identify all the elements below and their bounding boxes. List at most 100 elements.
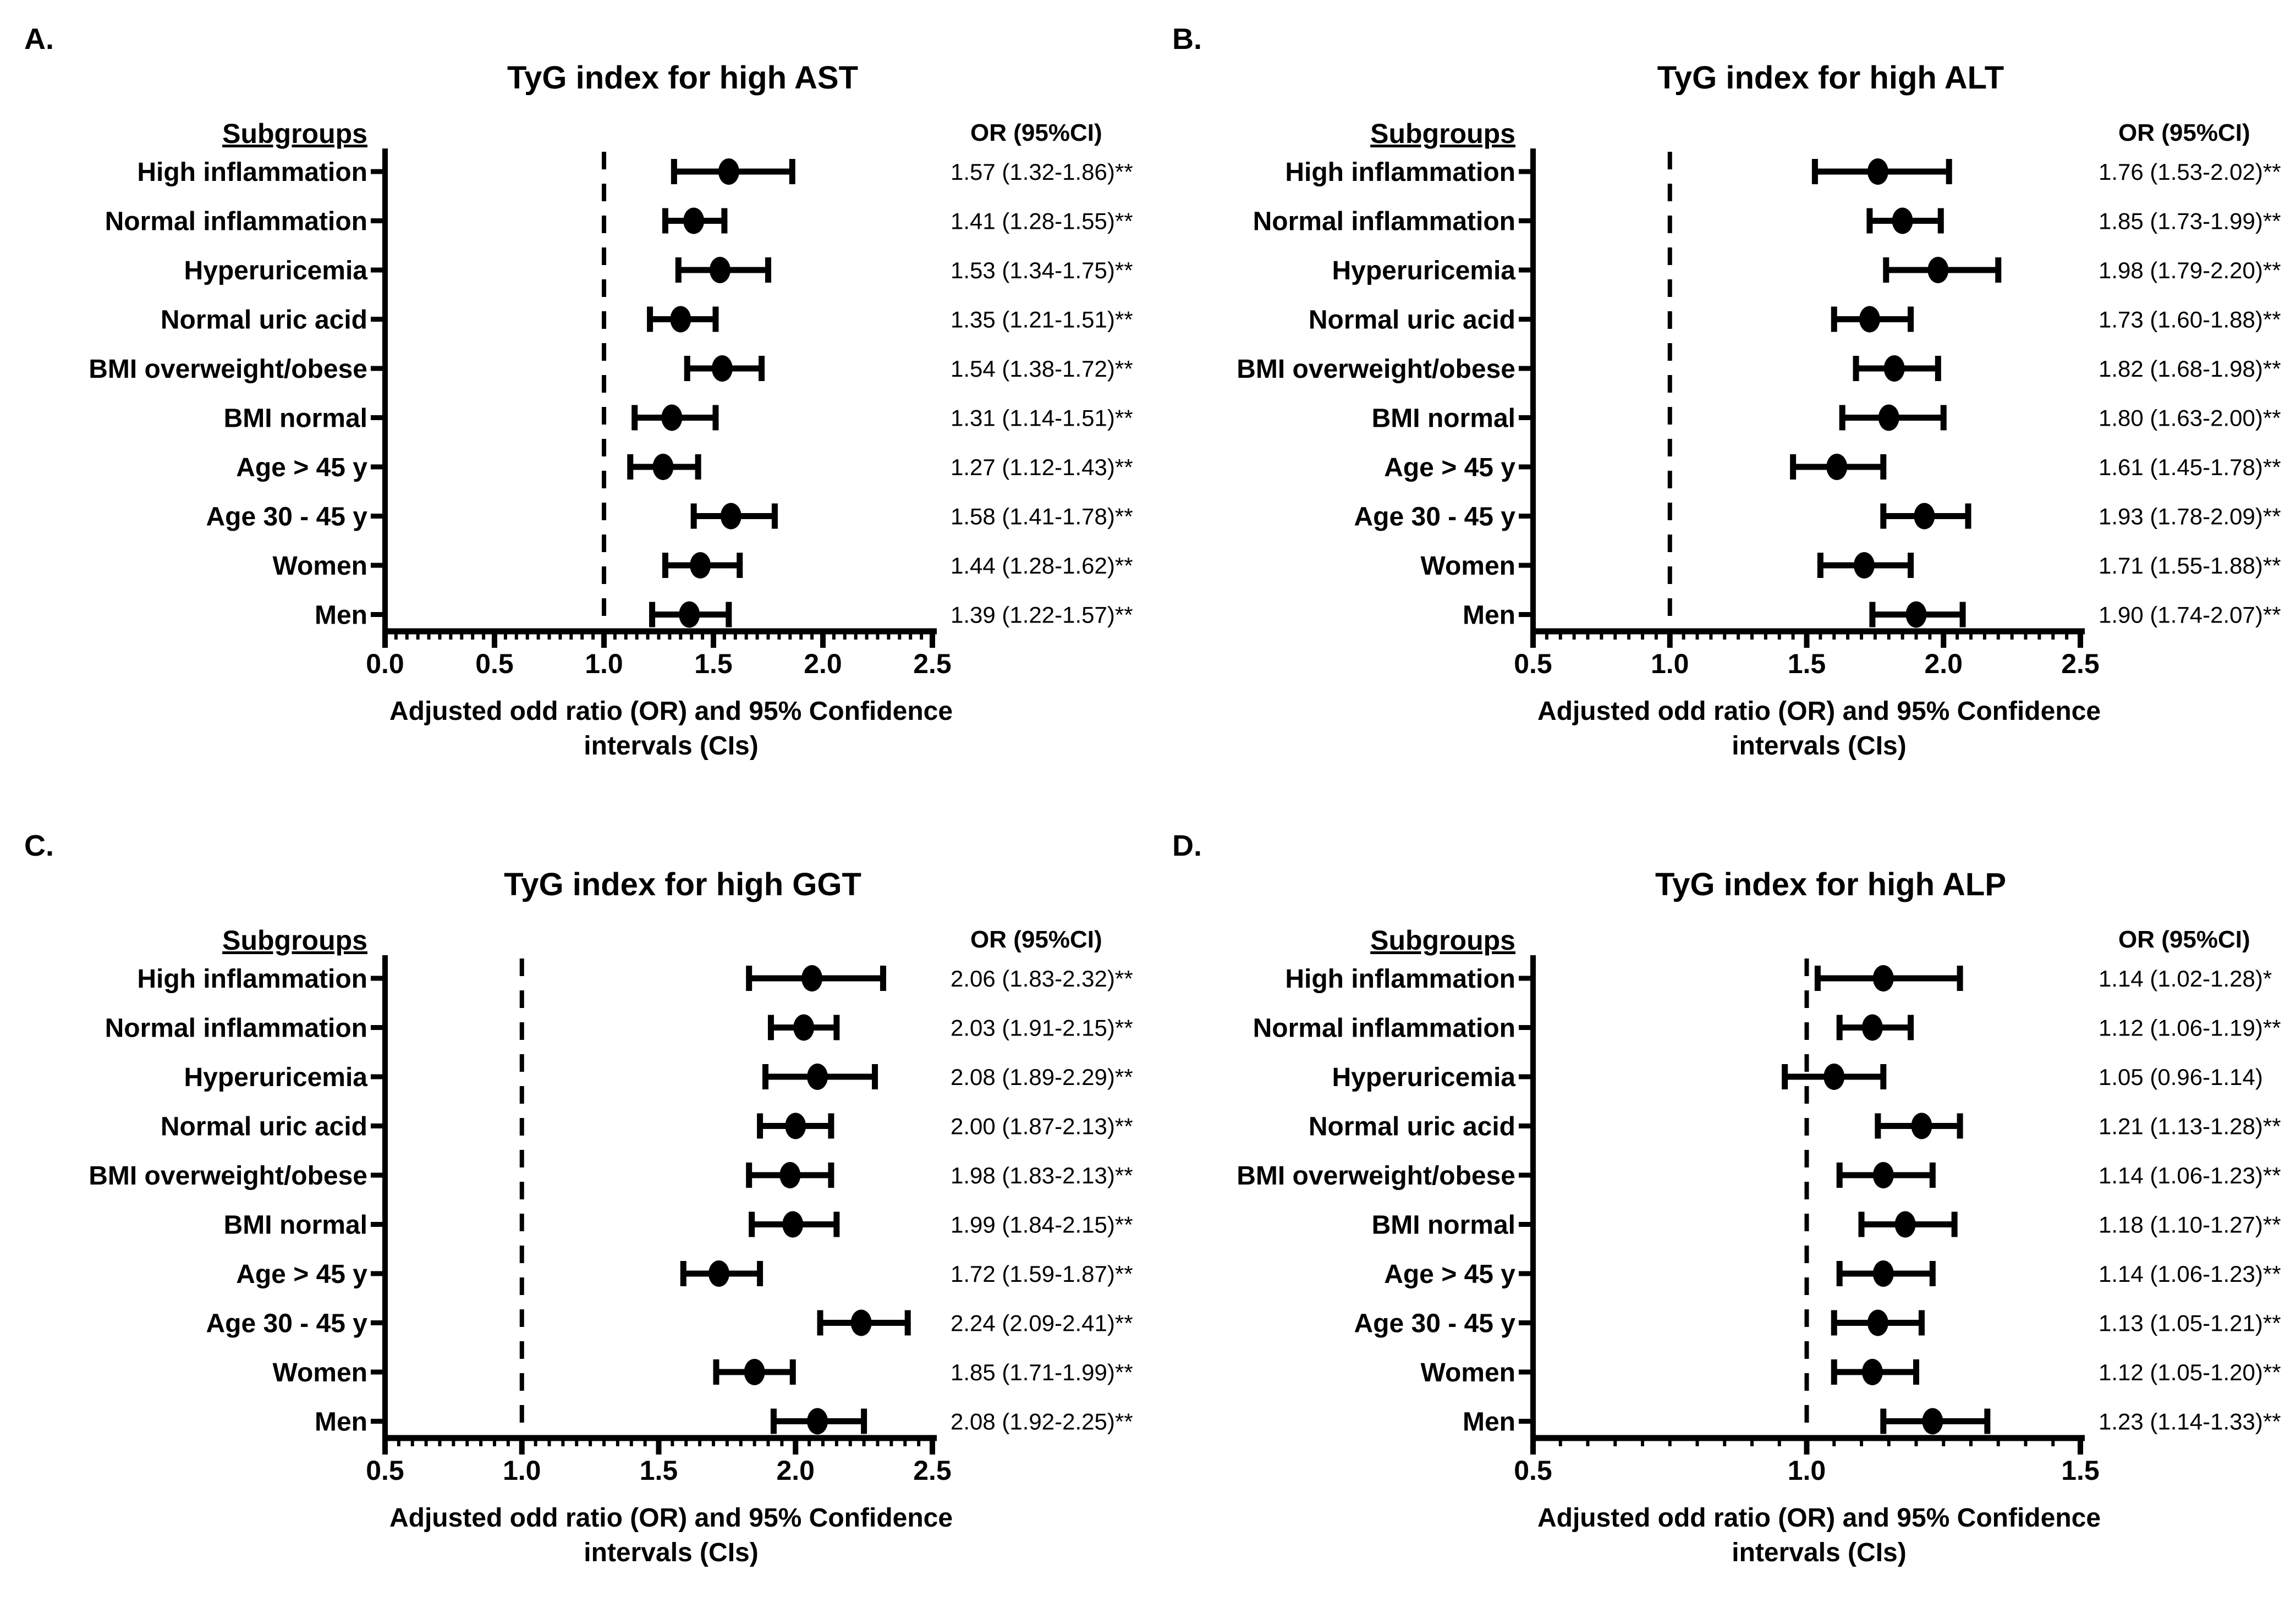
or-value: 1.57 (1.32-1.86)** bbox=[951, 159, 1133, 185]
or-value: 2.08 (1.92-2.25)** bbox=[951, 1409, 1133, 1435]
row-label: BMI overweight/obese bbox=[89, 1161, 367, 1191]
or-marker bbox=[779, 1162, 801, 1188]
row-label: Age > 45 y bbox=[1384, 453, 1515, 482]
row-label: High inflammation bbox=[1285, 158, 1515, 187]
or-marker bbox=[661, 404, 683, 431]
panel-letter: B. bbox=[1172, 23, 1202, 56]
or-header: OR (95%CI) bbox=[2118, 119, 2250, 146]
or-value: 2.00 (1.87-2.13)** bbox=[951, 1114, 1133, 1139]
or-marker bbox=[690, 552, 711, 579]
or-value: 1.76 (1.53-2.02)** bbox=[2099, 159, 2281, 185]
panel-b: B. TyG index for high ALT Subgroups OR (9… bbox=[1148, 0, 2296, 807]
row-label: Age 30 - 45 y bbox=[1354, 1309, 1516, 1338]
or-marker bbox=[1872, 965, 1894, 991]
or-value: 1.80 (1.63-2.00)** bbox=[2099, 405, 2281, 431]
row-label: BMI normal bbox=[224, 1211, 367, 1240]
x-tick-label: 1.5 bbox=[694, 648, 733, 679]
or-value: 1.21 (1.13-1.28)** bbox=[2099, 1114, 2281, 1139]
or-value: 1.54 (1.38-1.72)** bbox=[951, 356, 1133, 382]
row-label: High inflammation bbox=[137, 965, 367, 994]
or-marker bbox=[1883, 355, 1905, 382]
x-tick-label: 2.0 bbox=[776, 1455, 815, 1486]
panel-a: A. TyG index for high AST Subgroups OR (9… bbox=[0, 0, 1148, 807]
or-value: 2.06 (1.83-2.32)** bbox=[951, 966, 1133, 991]
x-tick-label: 2.5 bbox=[2061, 648, 2100, 679]
x-tick-label: 2.0 bbox=[804, 648, 842, 679]
or-header: OR (95%CI) bbox=[970, 119, 1102, 146]
or-marker bbox=[1872, 1162, 1894, 1188]
row-label: Normal uric acid bbox=[161, 306, 367, 335]
or-marker bbox=[683, 207, 705, 234]
or-marker bbox=[744, 1359, 765, 1385]
or-value: 1.35 (1.21-1.51)** bbox=[951, 307, 1133, 333]
or-value: 2.03 (1.91-2.15)** bbox=[951, 1015, 1133, 1041]
or-value: 1.71 (1.55-1.88)** bbox=[2099, 553, 2281, 579]
panel-letter: A. bbox=[24, 23, 54, 56]
row-label: Normal uric acid bbox=[1309, 306, 1515, 335]
x-tick-label: 1.5 bbox=[2061, 1455, 2100, 1486]
or-marker bbox=[1826, 454, 1848, 480]
x-tick-label: 1.0 bbox=[1651, 648, 1689, 679]
x-tick-label: 2.5 bbox=[913, 648, 952, 679]
or-value: 1.31 (1.14-1.51)** bbox=[951, 405, 1133, 431]
forest-plot-alt: Subgroups OR (95%CI) High inflammation 1.76… bbox=[1237, 118, 2281, 679]
or-marker bbox=[1867, 1309, 1888, 1336]
x-tick-label: 2.5 bbox=[913, 1455, 952, 1486]
or-value: 1.73 (1.60-1.88)** bbox=[2099, 307, 2281, 333]
or-value: 1.82 (1.68-1.98)** bbox=[2099, 356, 2281, 382]
row-label: BMI normal bbox=[1372, 1211, 1515, 1240]
or-value: 1.14 (1.02-1.28)* bbox=[2099, 966, 2272, 991]
or-marker bbox=[1859, 306, 1880, 333]
or-marker bbox=[1861, 1014, 1883, 1041]
or-value: 1.85 (1.73-1.99)** bbox=[2099, 208, 2281, 234]
or-marker bbox=[1823, 1064, 1845, 1090]
or-value: 1.18 (1.10-1.27)** bbox=[2099, 1212, 2281, 1238]
x-tick-label: 1.5 bbox=[640, 1455, 678, 1486]
or-value: 1.12 (1.06-1.19)** bbox=[2099, 1015, 2281, 1041]
or-marker bbox=[1861, 1359, 1883, 1385]
or-marker bbox=[793, 1014, 815, 1041]
row-label: Hyperuricemia bbox=[1332, 256, 1516, 285]
row-label: Age > 45 y bbox=[236, 453, 367, 482]
or-marker bbox=[1914, 503, 1935, 530]
or-marker bbox=[711, 355, 733, 382]
or-value: 1.27 (1.12-1.43)** bbox=[951, 454, 1133, 480]
or-marker bbox=[652, 454, 674, 480]
row-label: Women bbox=[273, 552, 367, 581]
x-axis-label: Adjusted odd ratio (OR) and 95% Confiden… bbox=[389, 1503, 953, 1568]
row-label: Women bbox=[1421, 1358, 1515, 1387]
row-label: BMI overweight/obese bbox=[1237, 355, 1515, 384]
row-label: Hyperuricemia bbox=[184, 256, 368, 285]
or-marker bbox=[785, 1112, 806, 1139]
or-marker bbox=[1905, 601, 1927, 628]
panel-c: C. TyG index for high GGT Subgroups OR (9… bbox=[0, 807, 1148, 1613]
or-marker bbox=[807, 1064, 828, 1090]
x-tick-label: 0.5 bbox=[1514, 648, 1552, 679]
or-marker bbox=[679, 601, 700, 628]
or-header: OR (95%CI) bbox=[2118, 926, 2250, 953]
x-tick-label: 1.0 bbox=[1788, 1455, 1826, 1486]
row-label: Men bbox=[1463, 1408, 1515, 1437]
panel-title: TyG index for high AST bbox=[507, 60, 858, 96]
x-tick-label: 2.0 bbox=[1924, 648, 1963, 679]
panel-title: TyG index for high GGT bbox=[504, 867, 861, 902]
row-label: BMI overweight/obese bbox=[1237, 1161, 1515, 1191]
or-marker bbox=[1872, 1260, 1894, 1287]
row-label: Normal inflammation bbox=[105, 207, 367, 236]
row-label: Women bbox=[273, 1358, 367, 1387]
x-axis-label: Adjusted odd ratio (OR) and 95% Confiden… bbox=[389, 697, 953, 761]
or-value: 1.23 (1.14-1.33)** bbox=[2099, 1409, 2281, 1435]
or-value: 1.90 (1.74-2.07)** bbox=[2099, 602, 2281, 628]
or-value: 1.58 (1.41-1.78)** bbox=[951, 504, 1133, 530]
row-label: Hyperuricemia bbox=[1332, 1063, 1516, 1092]
or-value: 2.08 (1.89-2.29)** bbox=[951, 1064, 1133, 1090]
or-value: 1.13 (1.05-1.21)** bbox=[2099, 1310, 2281, 1336]
row-label: Normal uric acid bbox=[161, 1112, 367, 1142]
or-header: OR (95%CI) bbox=[970, 926, 1102, 953]
or-value: 1.14 (1.06-1.23)** bbox=[2099, 1163, 2281, 1188]
or-marker bbox=[1892, 207, 1913, 234]
or-marker bbox=[807, 1408, 828, 1435]
or-marker bbox=[1867, 158, 1888, 185]
or-value: 1.53 (1.34-1.75)** bbox=[951, 257, 1133, 283]
panel-d: D. TyG index for high ALP Subgroups OR (9… bbox=[1148, 807, 2296, 1613]
